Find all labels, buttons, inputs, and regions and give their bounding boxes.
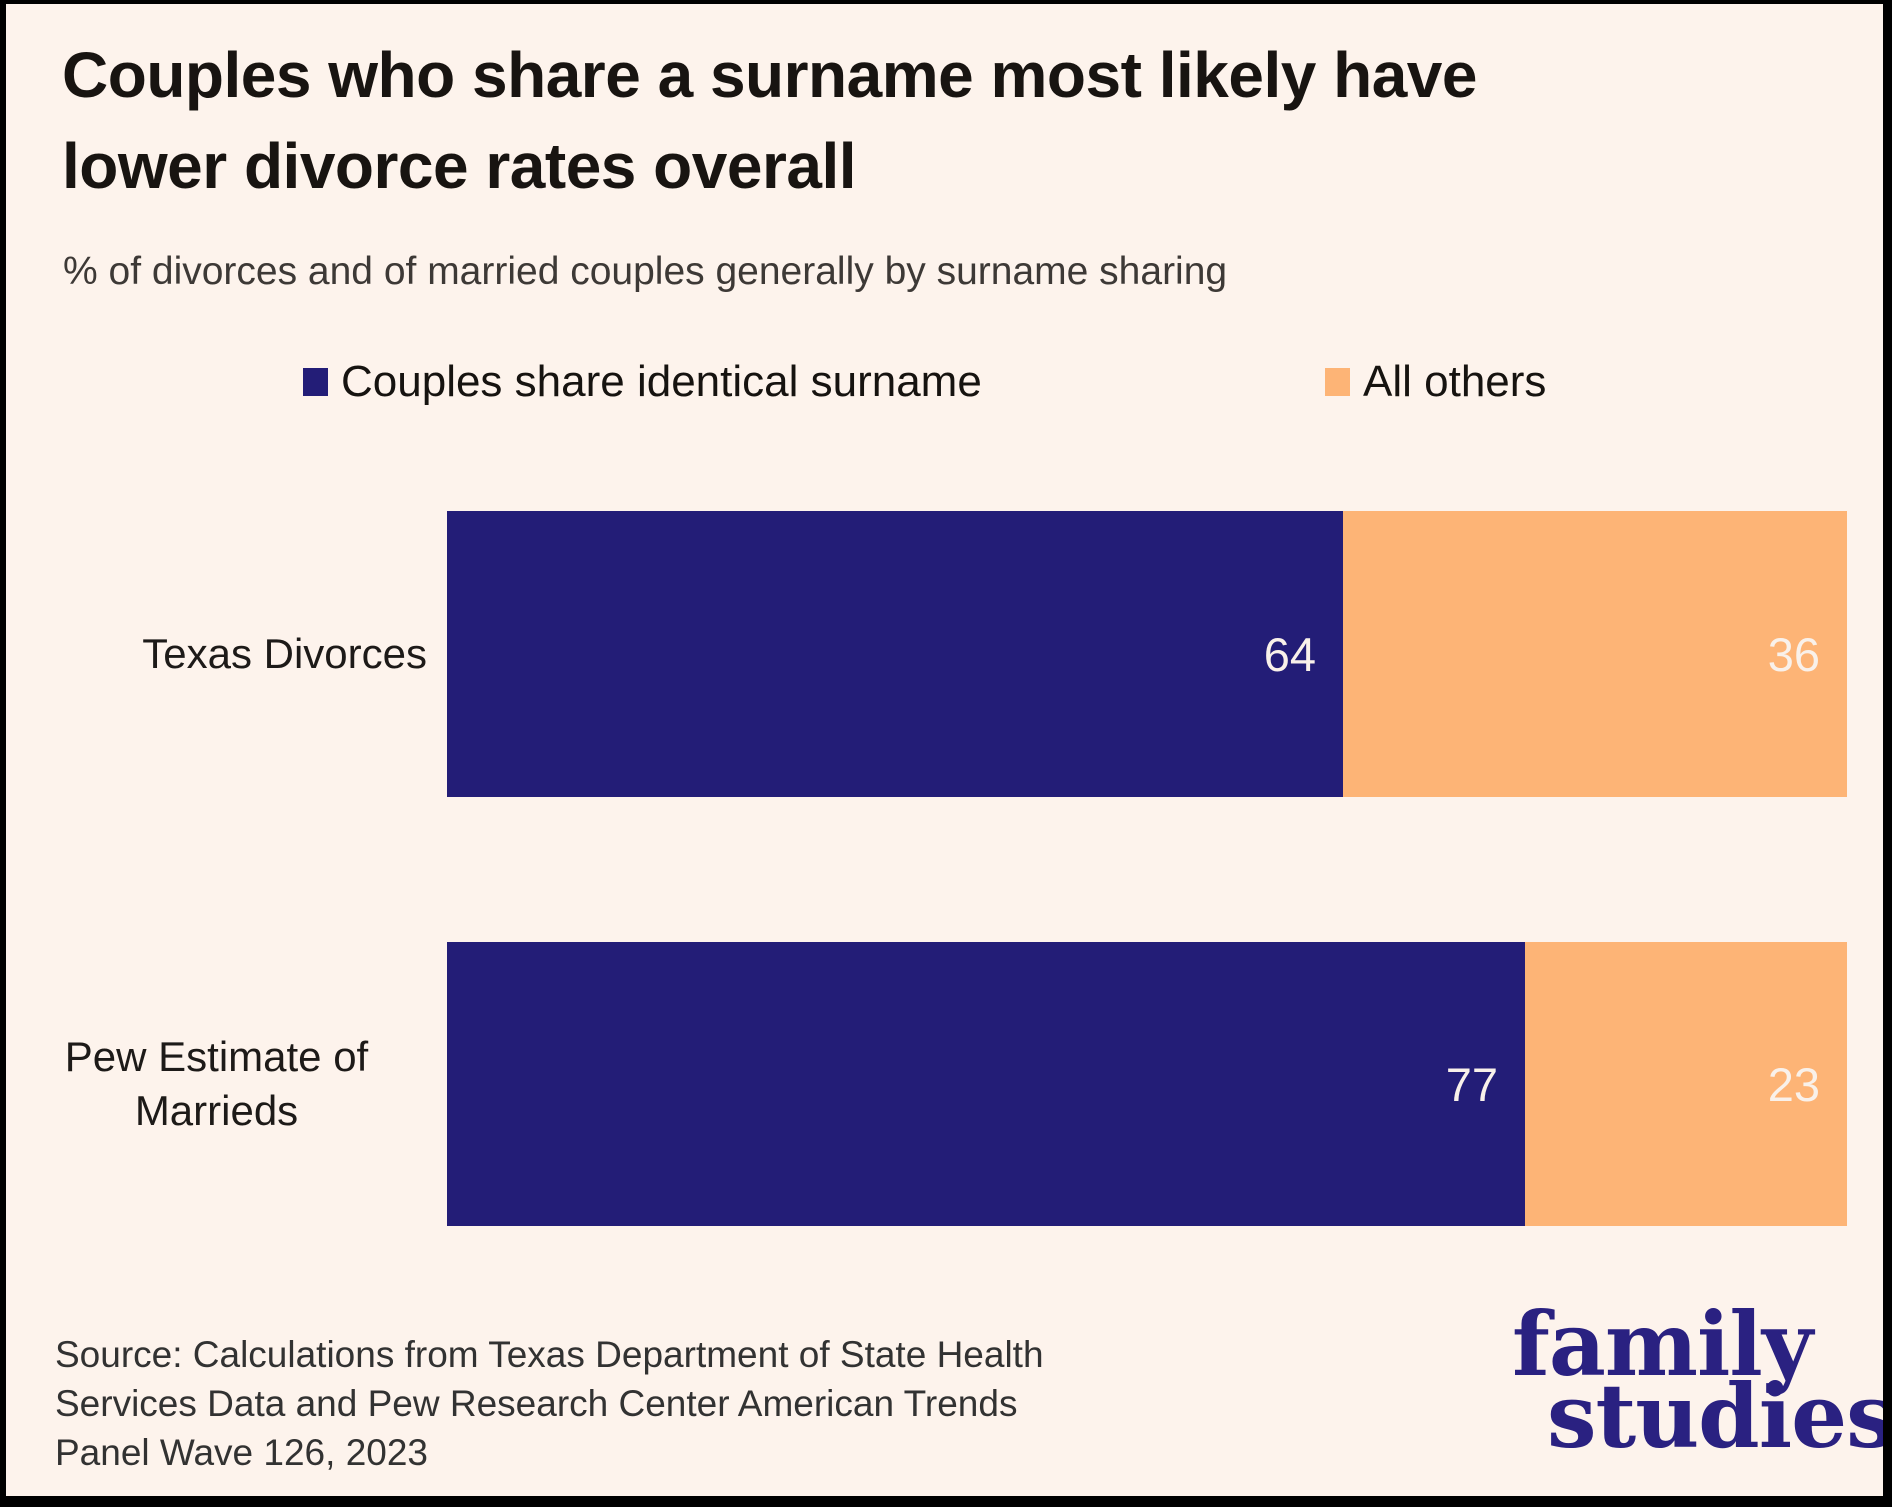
chart-title: Couples who share a surname most likely … bbox=[62, 30, 1702, 212]
value-label-texas-all-others: 36 bbox=[1767, 627, 1820, 681]
legend-item-share-surname: Couples share identical surname bbox=[303, 356, 982, 408]
bar-segment-texas-share-surname: 64 bbox=[447, 511, 1343, 797]
bar-row-pew-marrieds: Pew Estimate of Marrieds 77 23 bbox=[6, 942, 1847, 1226]
bar-segment-texas-all-others: 36 bbox=[1343, 511, 1847, 797]
family-studies-logo-line2: studies bbox=[1547, 1364, 1892, 1468]
chart-title-line-1: Couples who share a surname most likely … bbox=[62, 39, 1477, 111]
value-label-texas-share-surname: 64 bbox=[1263, 627, 1316, 681]
legend-swatch-orange-icon bbox=[1325, 368, 1350, 396]
source-line-1: Source: Calculations from Texas Departme… bbox=[55, 1334, 1044, 1375]
value-label-pew-all-others: 23 bbox=[1767, 1057, 1820, 1111]
legend-item-all-others: All others bbox=[1325, 356, 1546, 408]
chart-subtitle: % of divorces and of married couples gen… bbox=[63, 250, 1228, 293]
family-studies-logo: family bbox=[1512, 1292, 1813, 1396]
stacked-bar-pew-marrieds: 77 23 bbox=[447, 942, 1847, 1226]
legend-label-share-surname: Couples share identical surname bbox=[341, 357, 982, 406]
category-label-pew-marrieds: Pew Estimate of Marrieds bbox=[64, 1033, 369, 1134]
legend-swatch-navy-icon bbox=[303, 368, 328, 396]
bar-segment-pew-all-others: 23 bbox=[1525, 942, 1847, 1226]
chart-title-line-2: lower divorce rates overall bbox=[62, 129, 857, 202]
bar-row-texas-divorces: Texas Divorces 64 36 bbox=[6, 511, 1847, 797]
category-label-texas-divorces: Texas Divorces bbox=[142, 630, 427, 678]
bar-segment-pew-share-surname: 77 bbox=[447, 942, 1525, 1226]
source-line-3: Panel Wave 126, 2023 bbox=[55, 1432, 428, 1473]
stacked-bar-texas-divorces: 64 36 bbox=[447, 511, 1847, 797]
legend-label-all-others: All others bbox=[1363, 357, 1547, 406]
source-line-2: Services Data and Pew Research Center Am… bbox=[55, 1383, 1018, 1424]
source-note: Source: Calculations from Texas Departme… bbox=[55, 1330, 1044, 1477]
value-label-pew-share-surname: 77 bbox=[1445, 1057, 1498, 1111]
